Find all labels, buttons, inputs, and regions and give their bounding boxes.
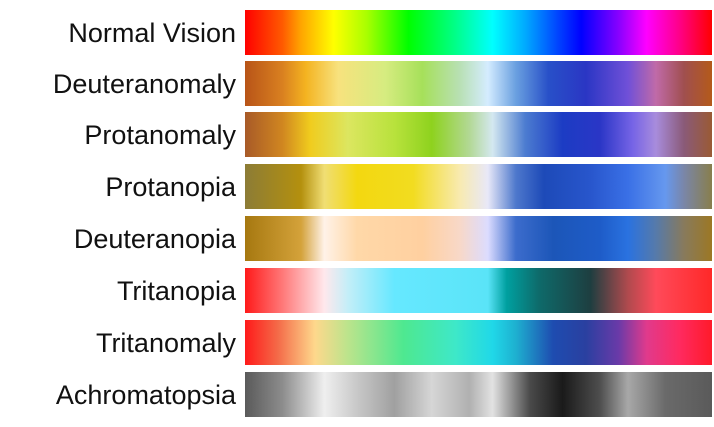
color-spectrum-bar (245, 10, 712, 55)
row-label: Tritanopia (116, 276, 236, 306)
row-tritanopia: Tritanopia (0, 268, 714, 314)
row-tritanomaly: Tritanomaly (0, 320, 714, 366)
color-spectrum-bar (245, 216, 712, 261)
color-spectrum-bar (245, 372, 712, 417)
row-achromatopsia: Achromatopsia (0, 372, 714, 418)
color-spectrum-bar (245, 268, 712, 313)
row-label: Normal Vision (68, 18, 236, 48)
row-label: Achromatopsia (55, 380, 236, 410)
color-spectrum-bar (245, 112, 712, 157)
row-protanomaly: Protanomaly (0, 112, 714, 158)
row-label: Deuteranomaly (52, 69, 236, 99)
color-spectrum-bar (245, 61, 712, 106)
row-label: Protanopia (105, 172, 236, 202)
color-spectrum-bar (245, 164, 712, 209)
row-deuteranopia: Deuteranopia (0, 216, 714, 262)
row-label: Protanomaly (84, 120, 236, 150)
row-label: Tritanomaly (95, 328, 236, 358)
row-normal-vision: Normal Vision (0, 10, 714, 56)
row-label: Deuteranopia (73, 224, 236, 254)
row-protanopia: Protanopia (0, 164, 714, 210)
row-deuteranomaly: Deuteranomaly (0, 61, 714, 107)
color-spectrum-bar (245, 320, 712, 365)
